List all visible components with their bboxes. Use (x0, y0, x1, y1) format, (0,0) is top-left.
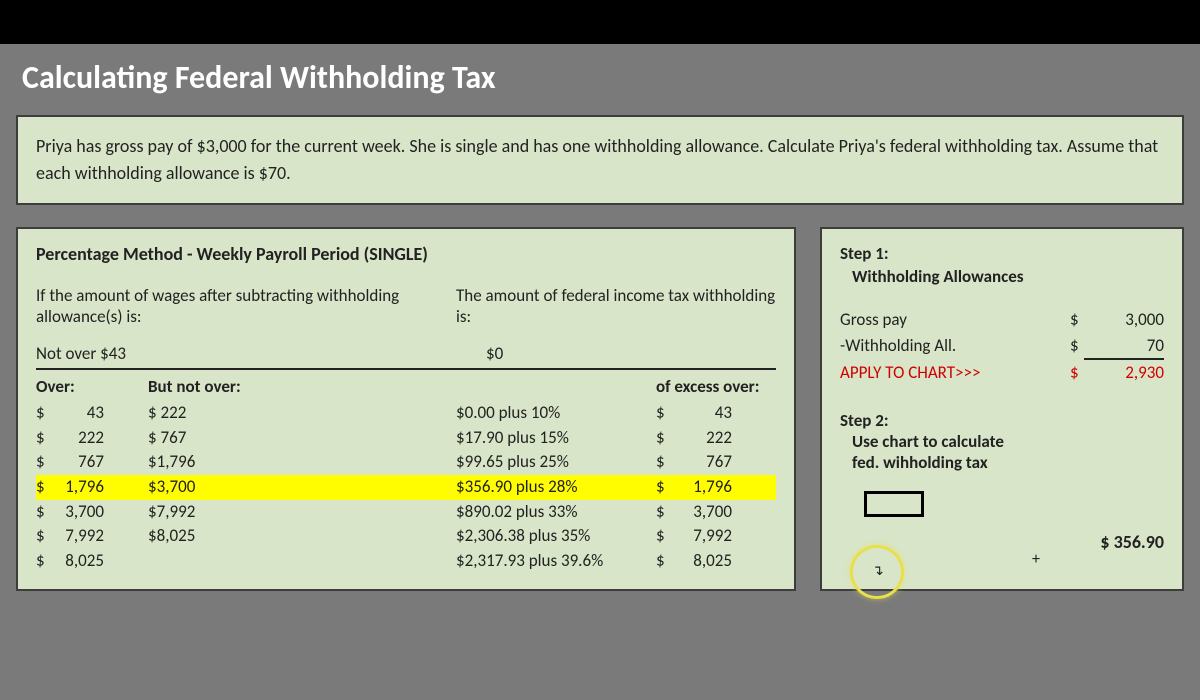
calc-row: APPLY TO CHART>>>$2,930 (840, 360, 1164, 386)
tax-table-panel: Percentage Method - Weekly Payroll Perio… (16, 227, 796, 591)
table-row: $7,992$8,025$2,306.38 plus 35%$7,992 (36, 524, 776, 549)
header-right: The amount of federal income tax withhol… (456, 285, 776, 327)
step1-title: Step 1: (840, 243, 1164, 264)
plus-cursor-icon: + (1032, 550, 1040, 569)
tax-table-headers: If the amount of wages after subtracting… (36, 285, 776, 327)
page-title: Calculating Federal Withholding Tax (0, 44, 1200, 115)
not-over-row: Not over $43 $0 (36, 343, 776, 370)
step1-rows: Gross pay$3,000-Withholding All.$70APPLY… (840, 307, 1164, 386)
problem-statement: Priya has gross pay of $3,000 for the cu… (16, 115, 1184, 205)
cursor-arrow-icon: ↴ (872, 562, 884, 579)
step2-block: Step 2: Use chart to calculate fed. wihh… (840, 410, 1164, 517)
bracket-column-headers: Over: But not over: of excess over: (36, 376, 776, 397)
header-left: If the amount of wages after subtracting… (36, 285, 456, 327)
table-row: $767$1,796$99.65 plus 25%$767 (36, 450, 776, 475)
not-over-label: Not over $43 (36, 343, 456, 364)
answer-box-icon (864, 491, 924, 517)
result-value: $ 356.90 (1100, 531, 1164, 553)
table-row: $1,796$3,700$356.90 plus 28%$1,796 (36, 475, 776, 500)
tax-table-title: Percentage Method - Weekly Payroll Perio… (36, 243, 776, 265)
step1-subtitle: Withholding Allowances (852, 266, 1164, 287)
step2-title: Step 2: (840, 410, 1164, 431)
calculation-panel: Step 1: Withholding Allowances Gross pay… (820, 227, 1184, 591)
col-over: Over: (36, 376, 148, 397)
table-row: $3,700$7,992$890.02 plus 33%$3,700 (36, 500, 776, 525)
step2-sub1: Use chart to calculate (852, 431, 1164, 452)
content-row: Percentage Method - Weekly Payroll Perio… (16, 227, 1184, 591)
table-row: $8,025$2,317.93 plus 39.6%$8,025 (36, 549, 776, 574)
col-butnot: But not over: (148, 376, 456, 397)
calc-row: -Withholding All.$70 (840, 333, 1164, 361)
table-row: $222$ 767$17.90 plus 15%$222 (36, 426, 776, 451)
calc-row: Gross pay$3,000 (840, 307, 1164, 333)
not-over-value: $0 (456, 343, 776, 364)
bracket-rows: $43$ 222$0.00 plus 10%$43$222$ 767$17.90… (36, 401, 776, 573)
step2-sub2: fed. wihholding tax (852, 452, 1164, 473)
table-row: $43$ 222$0.00 plus 10%$43 (36, 401, 776, 426)
col-excess: of excess over: (656, 376, 776, 397)
top-black-bar (0, 0, 1200, 44)
